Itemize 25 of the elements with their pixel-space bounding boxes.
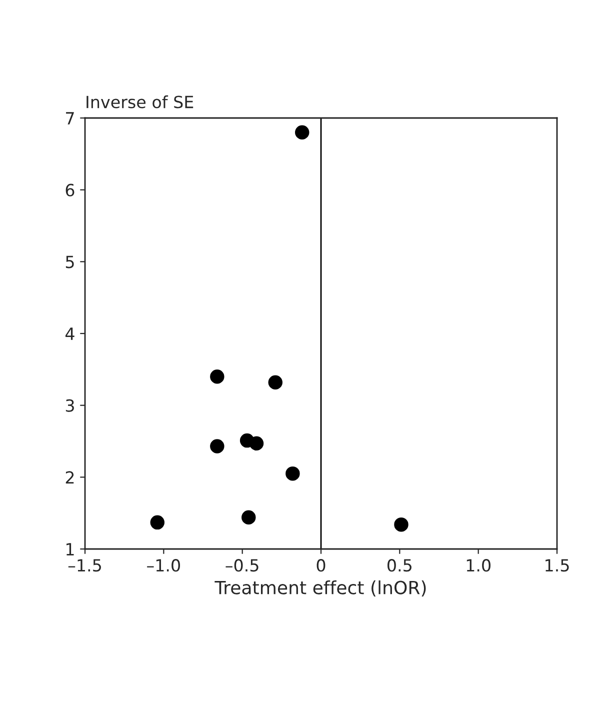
y-tick-label: 6: [66, 184, 74, 196]
point: [249, 436, 264, 451]
y-tick-label: 4: [65, 328, 74, 340]
x-tick-label: –1.0: [147, 559, 180, 572]
y-tick-label: 7: [66, 112, 74, 124]
point: [394, 517, 408, 532]
point: [210, 369, 224, 384]
y-axis-title: Inverse of SE: [86, 95, 194, 108]
y-tick-label: 2: [66, 471, 74, 484]
x-tick-label: 0.5: [388, 559, 412, 572]
point: [295, 125, 310, 140]
x-axis-title: Treatment effect (lnOR): [214, 580, 426, 597]
point: [268, 375, 282, 390]
point: [286, 466, 300, 481]
y-tick-label: 5: [66, 256, 74, 268]
x-tick-label: 0: [316, 559, 326, 572]
x-tick-label: 1.0: [466, 559, 490, 572]
x-tick-label: –0.5: [226, 559, 258, 572]
y-tick-label: 1: [66, 543, 74, 556]
x-tick-label: 1.5: [546, 559, 569, 572]
point: [210, 439, 224, 454]
x-tick-label: –1.5: [68, 559, 101, 572]
point: [242, 510, 256, 525]
y-tick-label: 3: [66, 399, 74, 412]
point: [150, 515, 164, 530]
